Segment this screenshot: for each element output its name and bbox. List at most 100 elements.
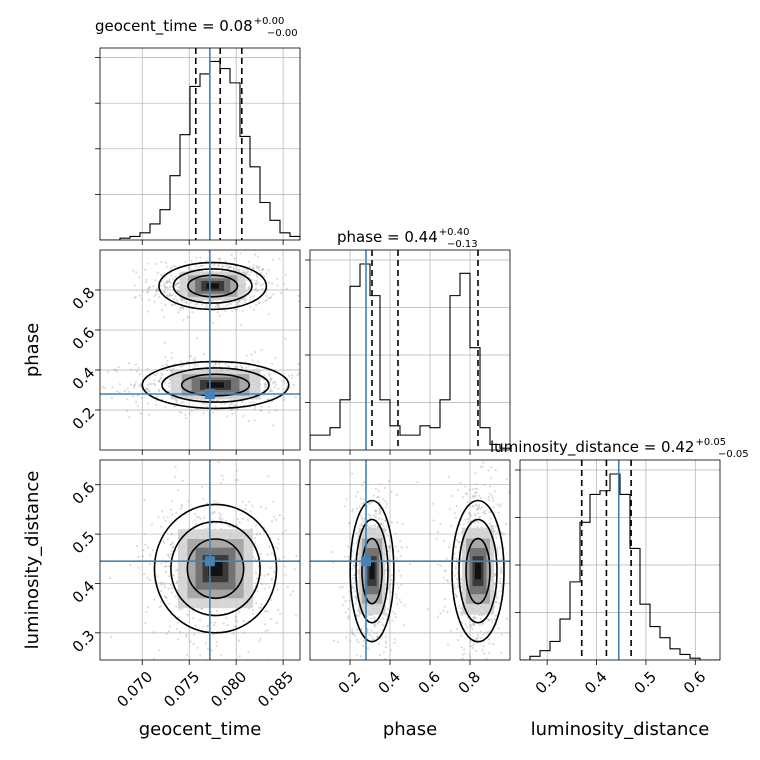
panel-frame	[519, 459, 721, 661]
scatter-point	[205, 368, 209, 371]
scatter-point	[138, 276, 141, 279]
scatter-point	[440, 665, 442, 667]
scatter-point	[176, 638, 179, 641]
scatter-point	[381, 617, 385, 620]
scatter-point	[473, 495, 476, 498]
scatter-point	[167, 280, 171, 283]
scatter-point	[455, 627, 458, 631]
x-tick-label: 0.4	[375, 668, 405, 698]
scatter-point	[271, 258, 274, 261]
scatter-point	[241, 401, 244, 404]
scatter-point	[254, 571, 258, 574]
scatter-point	[277, 608, 280, 612]
scatter-point	[259, 505, 262, 508]
scatter-point	[368, 525, 371, 529]
scatter-point	[490, 697, 492, 699]
scatter-point	[172, 545, 175, 549]
scatter-point	[175, 298, 179, 302]
scatter-point	[399, 539, 402, 542]
scatter-point	[248, 500, 251, 503]
scatter-point	[204, 641, 208, 645]
scatter-point	[201, 625, 205, 628]
x-tick-label: 0.2	[335, 668, 365, 698]
scatter-point	[164, 406, 167, 409]
scatter-point	[372, 514, 375, 517]
scatter-point	[146, 291, 149, 294]
scatter-point	[273, 386, 276, 389]
scatter-point	[362, 520, 365, 523]
scatter-point	[139, 383, 142, 386]
contour-line	[180, 373, 251, 397]
scatter-point	[202, 516, 205, 520]
scatter-point	[130, 368, 133, 371]
scatter-point	[353, 574, 356, 577]
scatter-point	[237, 639, 240, 642]
scatter-point	[443, 598, 446, 601]
scatter-point	[204, 403, 207, 406]
scatter-point	[277, 387, 280, 390]
title-geocent-time: geocent_time = 0.08+0.00	[95, 16, 284, 36]
scatter-point	[475, 487, 479, 490]
scatter-point	[290, 376, 294, 380]
scatter-point	[446, 610, 449, 614]
scatter-point	[188, 316, 191, 319]
scatter-point	[153, 598, 156, 601]
scatter-point	[153, 295, 156, 298]
scatter-point	[148, 389, 152, 393]
scatter-point	[361, 502, 364, 506]
scatter-point	[366, 630, 369, 633]
scatter-point	[454, 545, 457, 549]
scatter-point	[178, 410, 181, 413]
scatter-point	[468, 488, 471, 491]
scatter-point	[479, 507, 482, 510]
panel-frame	[309, 459, 511, 661]
scatter-point	[342, 596, 345, 599]
scatter-point	[374, 523, 377, 527]
scatter-point	[377, 621, 380, 624]
x-tick-label: 0.075	[160, 668, 203, 711]
scatter-point	[246, 271, 249, 274]
scatter-point	[161, 539, 165, 543]
scatter-point	[283, 565, 287, 568]
scatter-point	[221, 368, 224, 371]
scatter-point	[247, 419, 250, 423]
scatter-point	[266, 629, 269, 632]
scatter-point	[160, 260, 163, 264]
scatter-point	[400, 601, 403, 604]
scatter-point	[494, 601, 498, 604]
scatter-point	[194, 265, 197, 268]
scatter-point	[238, 610, 241, 613]
scatter-point	[215, 303, 219, 306]
scatter-point	[170, 303, 173, 307]
scatter-point	[185, 417, 188, 420]
scatter-point	[471, 628, 474, 631]
scatter-point	[146, 576, 149, 580]
scatter-point	[181, 479, 184, 483]
scatter-point	[467, 500, 470, 504]
scatter-point	[516, 591, 518, 593]
scatter-point	[471, 505, 474, 508]
scatter-point	[185, 301, 188, 304]
scatter-point	[499, 577, 503, 580]
scatter-point	[158, 379, 161, 383]
scatter-point	[352, 661, 354, 663]
scatter-point	[221, 264, 224, 267]
histogram-outline	[100, 60, 300, 240]
scatter-point	[385, 568, 388, 572]
scatter-point	[355, 507, 358, 510]
scatter-point	[155, 403, 158, 406]
scatter-point	[477, 512, 480, 515]
x-tick-label: 0.080	[207, 668, 250, 711]
scatter-point	[228, 265, 232, 269]
truth-marker	[361, 556, 371, 567]
scatter-point	[264, 609, 268, 612]
scatter-point	[339, 586, 342, 589]
scatter-point	[467, 517, 470, 521]
scatter-point	[461, 496, 465, 499]
scatter-point	[496, 547, 499, 550]
scatter-point	[257, 269, 261, 272]
scatter-point	[384, 657, 387, 660]
scatter-point	[244, 504, 248, 507]
scatter-point	[478, 504, 481, 507]
scatter-point	[241, 366, 244, 370]
